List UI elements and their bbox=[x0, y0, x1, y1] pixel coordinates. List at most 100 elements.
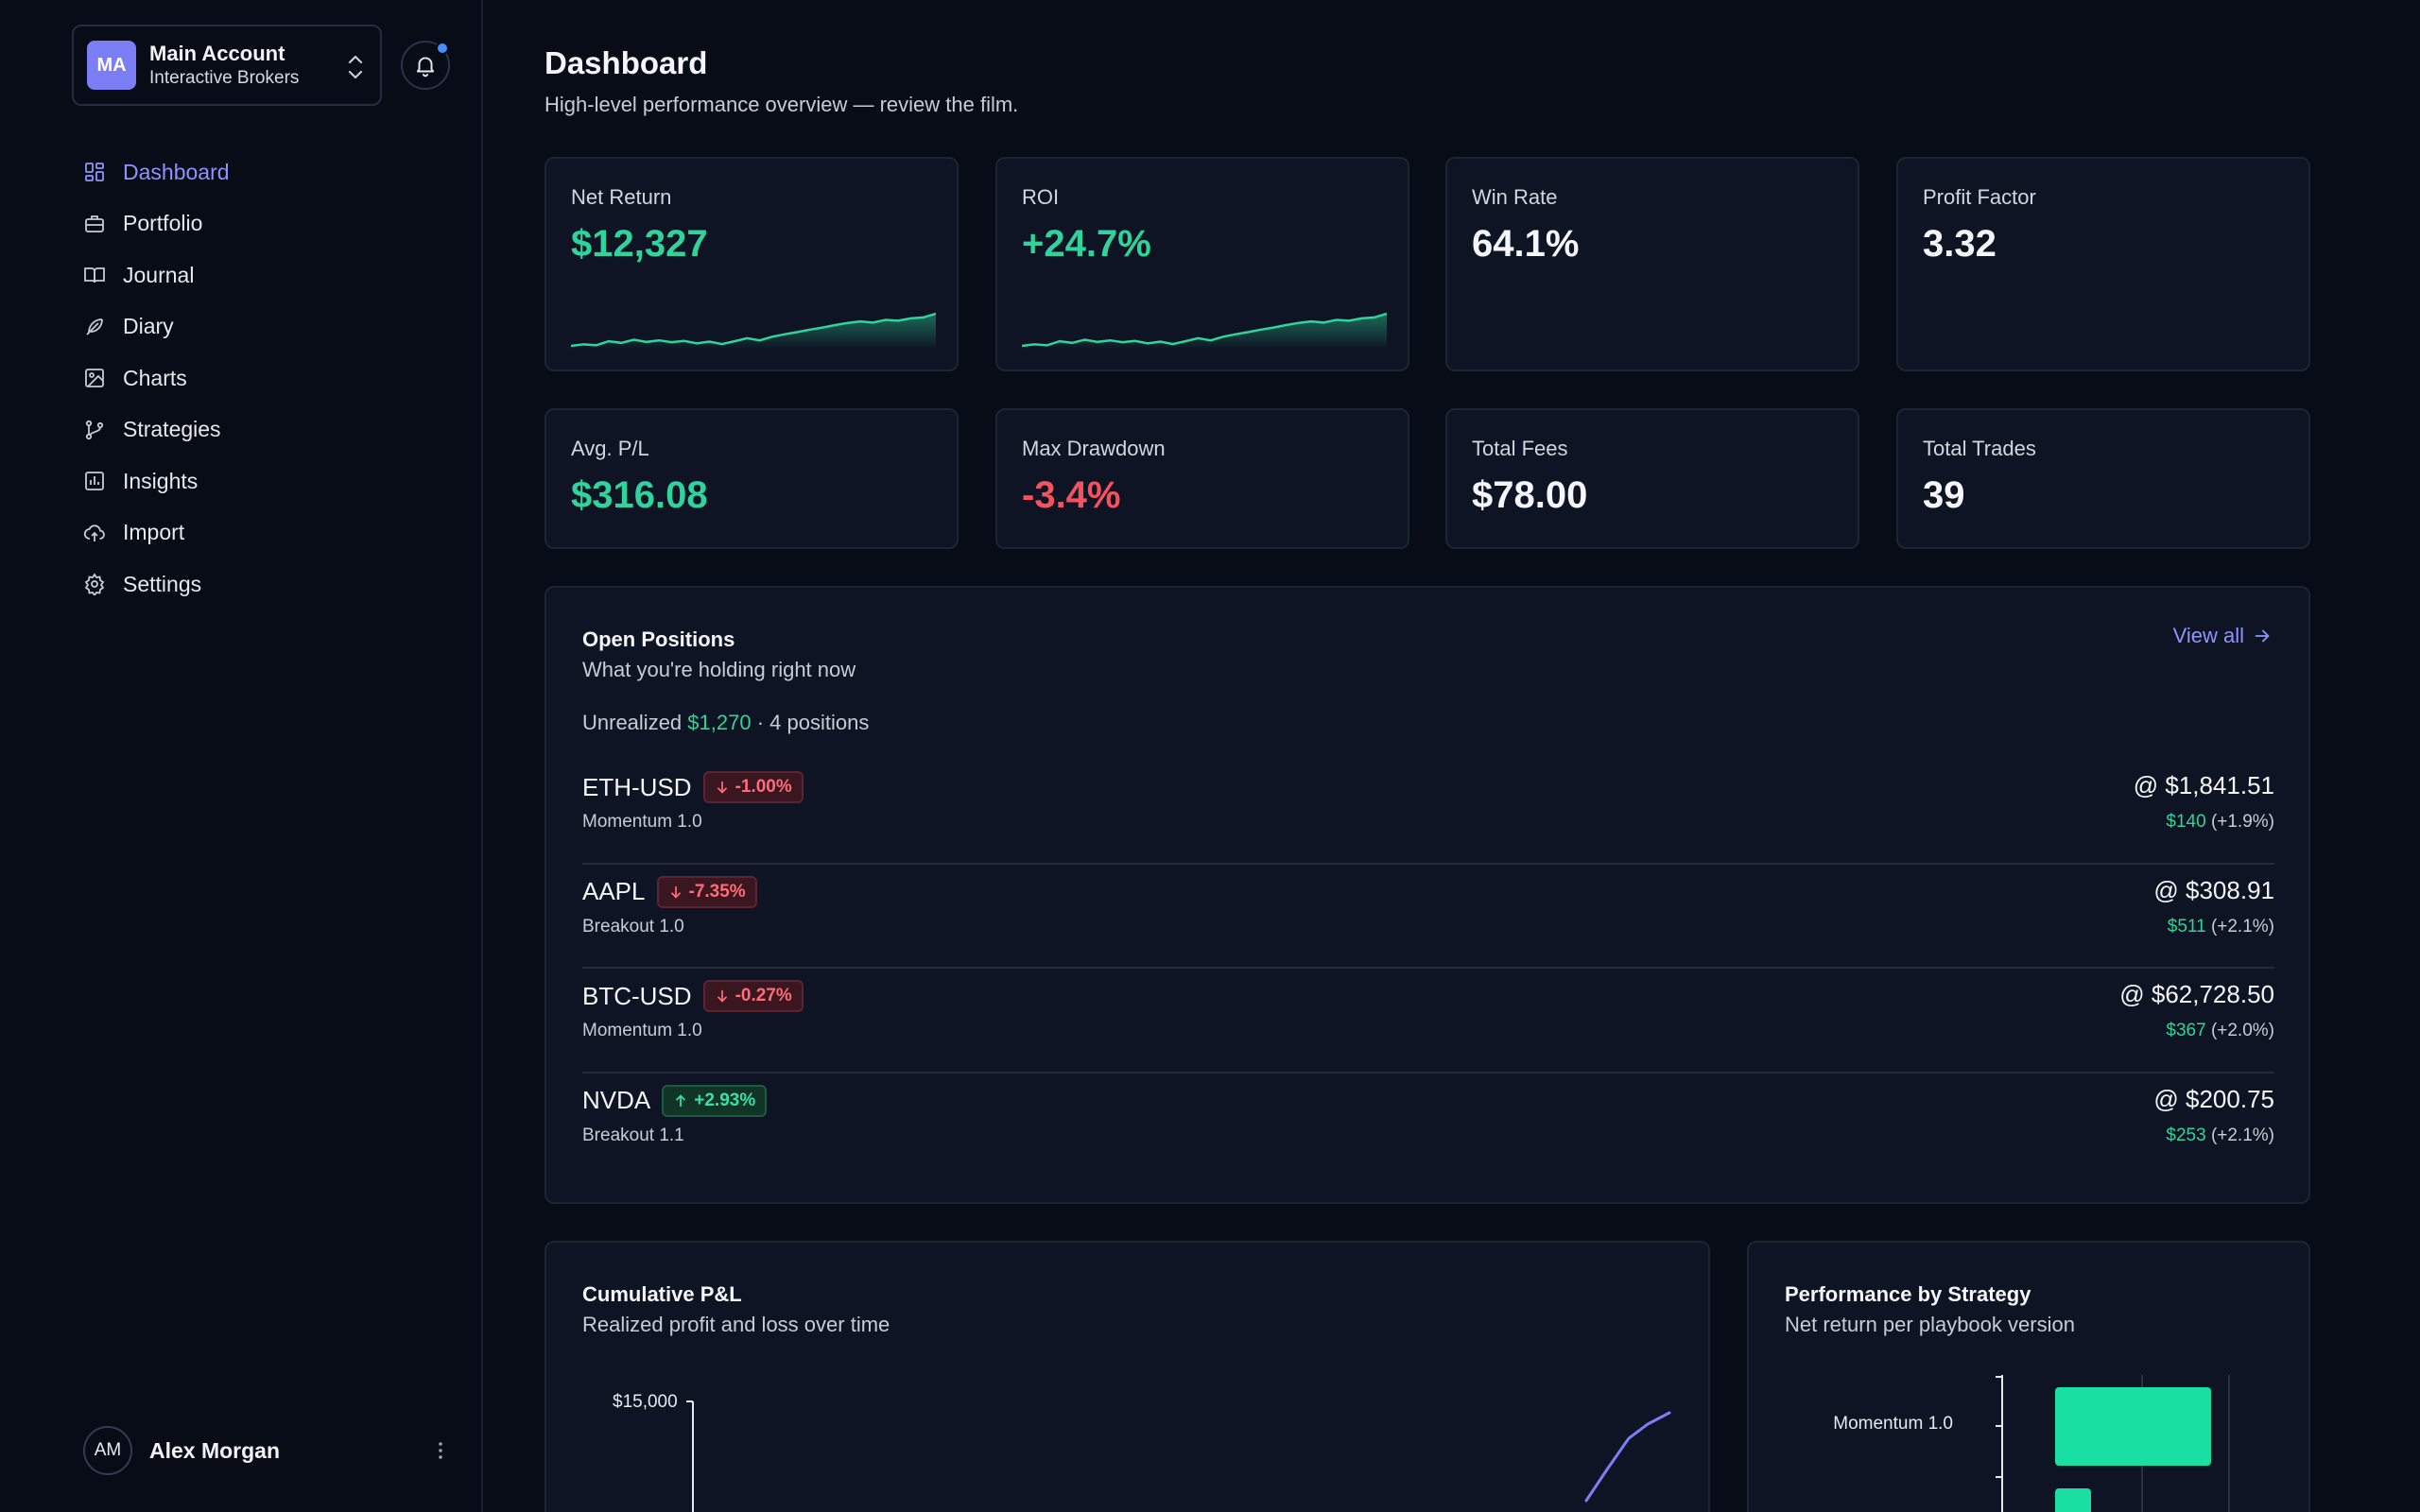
book-icon bbox=[84, 267, 105, 284]
sparkline-area bbox=[1022, 314, 1387, 350]
change-value: -0.27% bbox=[735, 986, 792, 1005]
user-avatar: AM bbox=[83, 1426, 132, 1475]
sparkline-area bbox=[571, 314, 936, 350]
stat-label: Max Drawdown bbox=[1022, 437, 1166, 460]
stat-card-net-return: Net Return $12,327 bbox=[544, 157, 959, 371]
sidebar-item-label: Portfolio bbox=[123, 211, 203, 236]
sidebar-item-charts[interactable]: Charts bbox=[83, 352, 442, 404]
change-badge: -1.00% bbox=[702, 771, 804, 803]
arrow-down-icon bbox=[717, 989, 727, 1003]
position-pnl: $367 (+2.0%) bbox=[2166, 1021, 2274, 1041]
strategy-performance-card: Performance by Strategy Net return per p… bbox=[1747, 1241, 2310, 1512]
stat-label: Win Rate bbox=[1472, 185, 1558, 209]
position-pnl-value: $140 bbox=[2166, 812, 2206, 832]
user-profile[interactable]: AM Alex Morgan bbox=[83, 1424, 452, 1477]
position-pnl-pct: (+2.1%) bbox=[2210, 916, 2274, 936]
stat-label: ROI bbox=[1022, 185, 1060, 209]
stat-value: 64.1% bbox=[1472, 223, 1580, 265]
strategy-performance-subtitle: Net return per playbook version bbox=[1785, 1313, 2075, 1336]
strategy-bar-label: Momentum 1.0 bbox=[1833, 1414, 1953, 1434]
page-title: Dashboard bbox=[544, 45, 708, 80]
stat-value: -3.4% bbox=[1022, 474, 1121, 516]
position-pnl-pct: (+1.9%) bbox=[2210, 812, 2274, 832]
bar-chart-icon bbox=[85, 472, 104, 491]
stat-card-profit-factor: Profit Factor 3.32 bbox=[1896, 157, 2310, 371]
sidebar-item-settings[interactable]: Settings bbox=[83, 558, 442, 610]
stat-label: Total Trades bbox=[1923, 437, 2036, 460]
position-row[interactable]: ETH-USD -1.00% Momentum 1.0 @ $1,841.51 … bbox=[582, 760, 2274, 865]
page-subtitle: High-level performance overview — review… bbox=[544, 93, 1019, 116]
sidebar-item-label: Import bbox=[123, 520, 185, 545]
account-avatar: MA bbox=[87, 41, 136, 90]
position-pnl-pct: (+2.1%) bbox=[2210, 1125, 2274, 1145]
user-name: Alex Morgan bbox=[149, 1437, 281, 1463]
position-pnl: $253 (+2.1%) bbox=[2166, 1125, 2274, 1146]
position-symbol: NVDA bbox=[582, 1086, 651, 1114]
arrow-up-icon bbox=[676, 1094, 686, 1107]
stat-card-total-trades: Total Trades 39 bbox=[1896, 408, 2310, 549]
account-name: Main Account bbox=[149, 42, 285, 65]
position-row[interactable]: NVDA +2.93% Breakout 1.1 @ $200.75 $253 … bbox=[582, 1074, 2274, 1178]
sidebar-item-journal[interactable]: Journal bbox=[83, 249, 442, 301]
sidebar-item-diary[interactable]: Diary bbox=[83, 301, 442, 353]
sidebar-item-label: Insights bbox=[123, 468, 199, 493]
cloud-upload-icon bbox=[83, 524, 105, 541]
position-price: @ $62,728.50 bbox=[2119, 980, 2274, 1008]
sidebar-nav: Dashboard Portfolio Journal Diary Charts bbox=[83, 146, 442, 610]
view-all-label: View all bbox=[2172, 624, 2244, 647]
image-icon bbox=[85, 369, 104, 388]
open-positions-card: Open Positions What you're holding right… bbox=[544, 586, 2310, 1204]
stat-card-roi: ROI +24.7% bbox=[995, 157, 1409, 371]
stat-label: Avg. P/L bbox=[571, 437, 649, 460]
stat-value: $12,327 bbox=[571, 223, 708, 265]
open-positions-title: Open Positions bbox=[582, 627, 735, 651]
position-symbol: BTC-USD bbox=[582, 981, 692, 1010]
strategy-bar bbox=[2055, 1488, 2091, 1512]
stat-value: $78.00 bbox=[1472, 474, 1588, 516]
notifications-button[interactable] bbox=[401, 41, 450, 90]
sidebar-item-strategies[interactable]: Strategies bbox=[83, 404, 442, 456]
account-switcher[interactable]: MA Main Account Interactive Brokers bbox=[72, 25, 382, 106]
sidebar-item-label: Settings bbox=[123, 571, 202, 596]
open-positions-subtitle: What you're holding right now bbox=[582, 658, 856, 681]
cumulative-pnl-card: Cumulative P&L Realized profit and loss … bbox=[544, 1241, 1710, 1512]
sidebar-item-dashboard[interactable]: Dashboard bbox=[83, 146, 442, 198]
feather-icon bbox=[86, 318, 103, 335]
view-all-link[interactable]: View all bbox=[2173, 624, 2273, 648]
sidebar-item-import[interactable]: Import bbox=[83, 507, 442, 559]
strategy-performance-chart bbox=[1996, 1375, 2230, 1512]
position-row[interactable]: BTC-USD -0.27% Momentum 1.0 @ $62,728.50… bbox=[582, 969, 2274, 1074]
sidebar-item-label: Charts bbox=[123, 365, 187, 390]
sidebar-item-label: Journal bbox=[123, 262, 195, 287]
net-return-sparkline bbox=[571, 312, 936, 350]
sidebar: MA Main Account Interactive Brokers Dash… bbox=[0, 0, 483, 1512]
sidebar-item-label: Dashboard bbox=[123, 159, 230, 184]
arrow-right-icon bbox=[2255, 629, 2270, 643]
stat-value: 39 bbox=[1923, 474, 1965, 516]
positions-list: ETH-USD -1.00% Momentum 1.0 @ $1,841.51 … bbox=[582, 760, 2274, 1177]
sidebar-item-insights[interactable]: Insights bbox=[83, 455, 442, 507]
position-row[interactable]: AAPL -7.35% Breakout 1.0 @ $308.91 $511 … bbox=[582, 865, 2274, 969]
change-badge: -0.27% bbox=[702, 980, 804, 1012]
stat-card-total-fees: Total Fees $78.00 bbox=[1445, 408, 1859, 549]
position-pnl-value: $367 bbox=[2166, 1021, 2206, 1040]
git-branch-icon bbox=[85, 420, 104, 439]
sidebar-item-portfolio[interactable]: Portfolio bbox=[83, 198, 442, 250]
positions-count: · 4 positions bbox=[756, 711, 870, 734]
more-vertical-icon[interactable] bbox=[429, 1439, 452, 1462]
sidebar-item-label: Strategies bbox=[123, 417, 221, 442]
sparkline-line bbox=[571, 312, 936, 348]
sparkline-line bbox=[1022, 312, 1387, 348]
position-strategy: Momentum 1.0 bbox=[582, 1021, 702, 1040]
position-strategy: Breakout 1.0 bbox=[582, 916, 684, 936]
strategy-performance-title: Performance by Strategy bbox=[1785, 1282, 2031, 1306]
arrow-down-icon bbox=[717, 781, 727, 794]
chevron-up-down-icon bbox=[348, 55, 363, 79]
bell-icon bbox=[416, 57, 435, 77]
dashboard-icon bbox=[85, 163, 104, 182]
unrealized-label: Unrealized bbox=[582, 711, 683, 734]
strategy-bar bbox=[2055, 1387, 2211, 1466]
account-broker: Interactive Brokers bbox=[149, 68, 300, 88]
change-value: +2.93% bbox=[694, 1090, 756, 1110]
position-strategy: Breakout 1.1 bbox=[582, 1125, 684, 1145]
